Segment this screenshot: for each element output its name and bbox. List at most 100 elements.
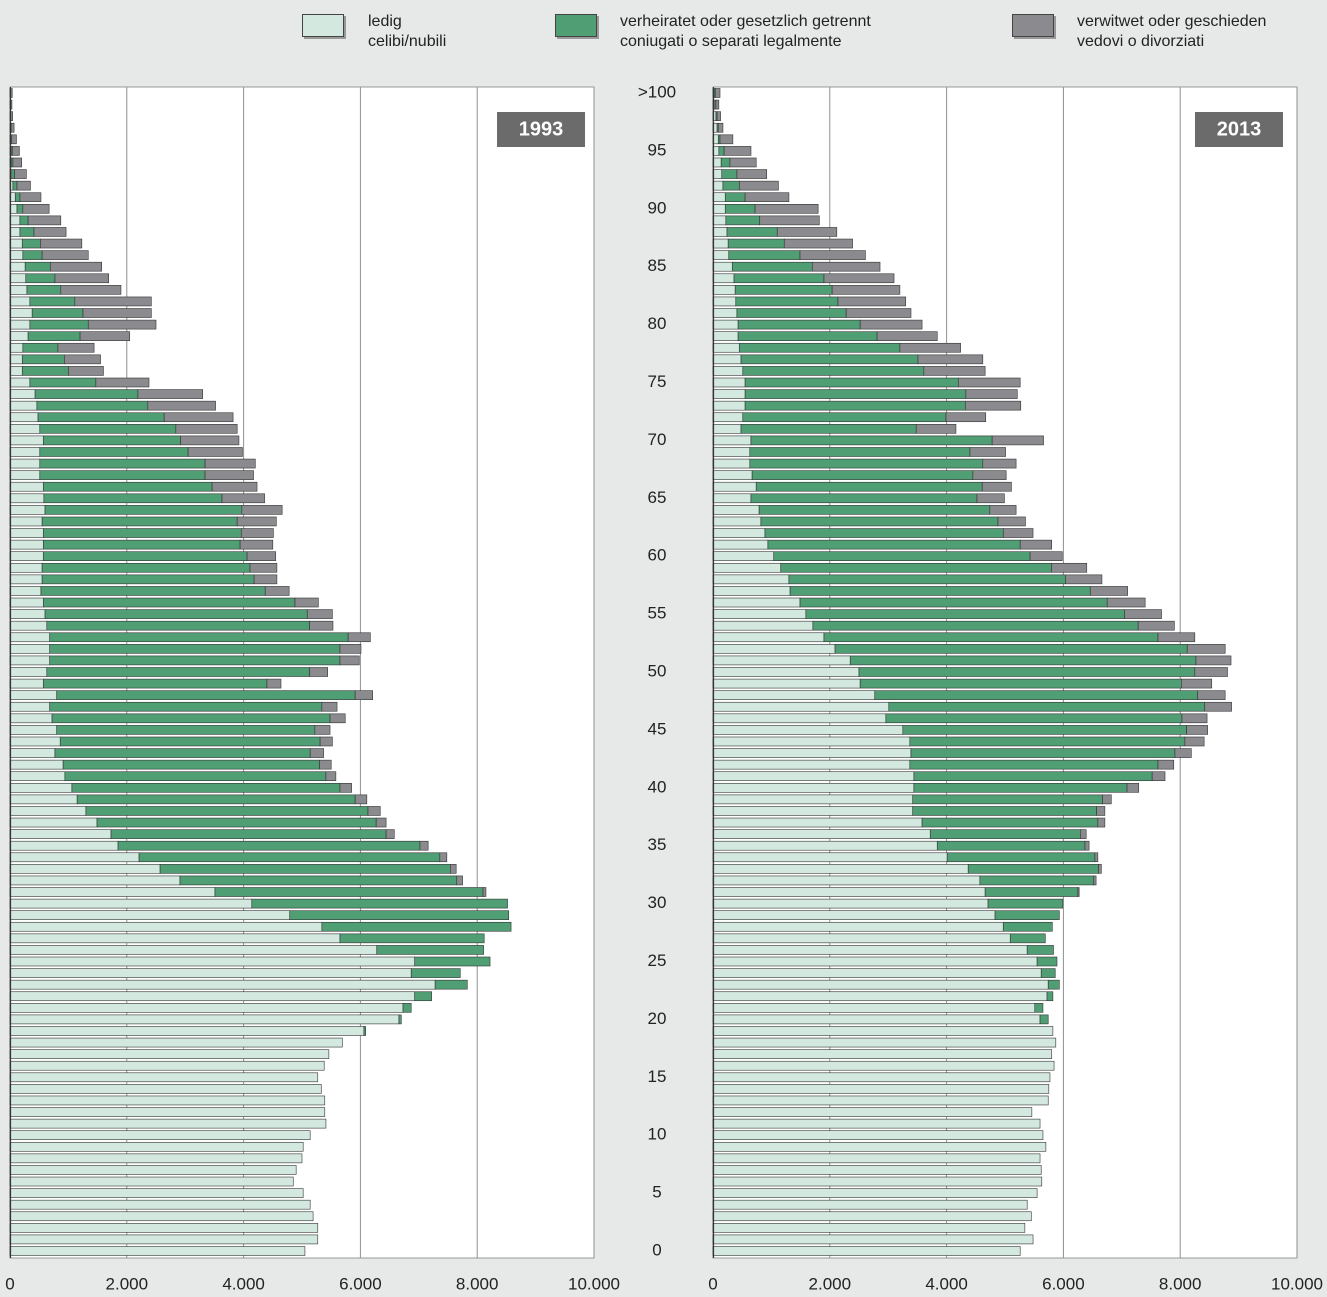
- bar: [9, 285, 28, 295]
- bar: [1186, 644, 1226, 654]
- bar: [759, 215, 820, 226]
- bar: [54, 748, 311, 758]
- bar: [9, 644, 51, 654]
- bar: [972, 470, 1007, 480]
- bar: [712, 956, 1038, 967]
- bar: [712, 852, 948, 863]
- bar: [858, 667, 1196, 677]
- legend-swatch: [1012, 14, 1054, 37]
- bar: [987, 898, 1064, 909]
- bar: [9, 678, 44, 689]
- bar: [57, 342, 95, 353]
- bar: [1040, 968, 1056, 978]
- bar: [29, 296, 76, 307]
- bar: [1019, 539, 1053, 550]
- bar: [339, 644, 362, 654]
- bar: [1181, 713, 1208, 724]
- bar: [9, 308, 33, 318]
- bar: [29, 377, 97, 388]
- bar: [712, 1118, 1041, 1129]
- bar: [751, 470, 974, 480]
- bar: [712, 690, 876, 700]
- bar: [1077, 887, 1080, 897]
- bar: [56, 725, 316, 735]
- bar: [915, 424, 957, 434]
- bar: [749, 447, 971, 457]
- bar: [40, 238, 83, 249]
- y-tick-label: 40: [648, 777, 667, 796]
- bar: [712, 505, 760, 515]
- bar: [712, 1188, 1038, 1198]
- bar: [712, 655, 851, 666]
- bar: [482, 887, 487, 897]
- bar: [22, 342, 59, 353]
- bar: [9, 481, 44, 492]
- bar: [9, 1014, 400, 1025]
- bar: [40, 586, 266, 596]
- bar: [82, 308, 152, 318]
- bar: [712, 1003, 1036, 1013]
- bar: [912, 794, 1103, 805]
- bar: [9, 1246, 306, 1256]
- bar: [367, 806, 381, 816]
- bar: [780, 562, 1053, 573]
- bar: [1151, 771, 1166, 782]
- bar: [744, 400, 966, 411]
- bar: [1157, 632, 1196, 643]
- bar: [51, 713, 331, 724]
- bar: [712, 481, 757, 492]
- bar: [211, 481, 258, 492]
- bar: [946, 852, 1096, 863]
- bar: [788, 574, 1067, 585]
- bar: [1065, 574, 1103, 585]
- bar: [456, 875, 463, 886]
- bar: [19, 192, 42, 203]
- x-tick-label: 2.000: [809, 1274, 852, 1293]
- x-tick-label: 4.000: [222, 1274, 265, 1293]
- bar: [727, 238, 785, 249]
- bar: [9, 238, 23, 249]
- bar: [9, 817, 98, 828]
- bar: [716, 111, 721, 121]
- bar: [712, 748, 912, 758]
- bar: [179, 875, 458, 886]
- bar: [9, 1107, 326, 1117]
- bar: [187, 447, 243, 457]
- bar: [9, 690, 58, 700]
- bar: [9, 1003, 404, 1013]
- bar: [14, 192, 21, 203]
- bar: [147, 400, 216, 411]
- bar: [9, 898, 253, 909]
- bar: [712, 227, 728, 237]
- bar: [1046, 991, 1054, 1002]
- bar: [712, 1176, 1043, 1187]
- bar: [137, 389, 204, 399]
- bar: [16, 180, 31, 191]
- bar: [979, 875, 1095, 886]
- bar: [913, 771, 1153, 782]
- bar: [740, 424, 917, 434]
- bar: [49, 261, 102, 272]
- bar: [1126, 782, 1140, 793]
- bar: [9, 701, 51, 712]
- bar: [712, 887, 986, 897]
- bar: [9, 620, 48, 631]
- bar: [899, 342, 961, 353]
- bar: [885, 713, 1183, 724]
- bar: [9, 667, 48, 677]
- bar: [354, 794, 368, 805]
- bar: [1124, 609, 1162, 619]
- bar: [240, 528, 274, 538]
- bar: [434, 979, 468, 990]
- bar: [712, 412, 744, 423]
- bar: [34, 389, 139, 399]
- bar: [14, 169, 27, 179]
- bar: [717, 122, 724, 133]
- bar: [9, 458, 41, 469]
- bar: [712, 157, 722, 168]
- bar: [325, 771, 337, 782]
- bar: [79, 331, 131, 341]
- bar: [712, 458, 751, 469]
- bar: [712, 632, 825, 643]
- bar: [742, 412, 947, 423]
